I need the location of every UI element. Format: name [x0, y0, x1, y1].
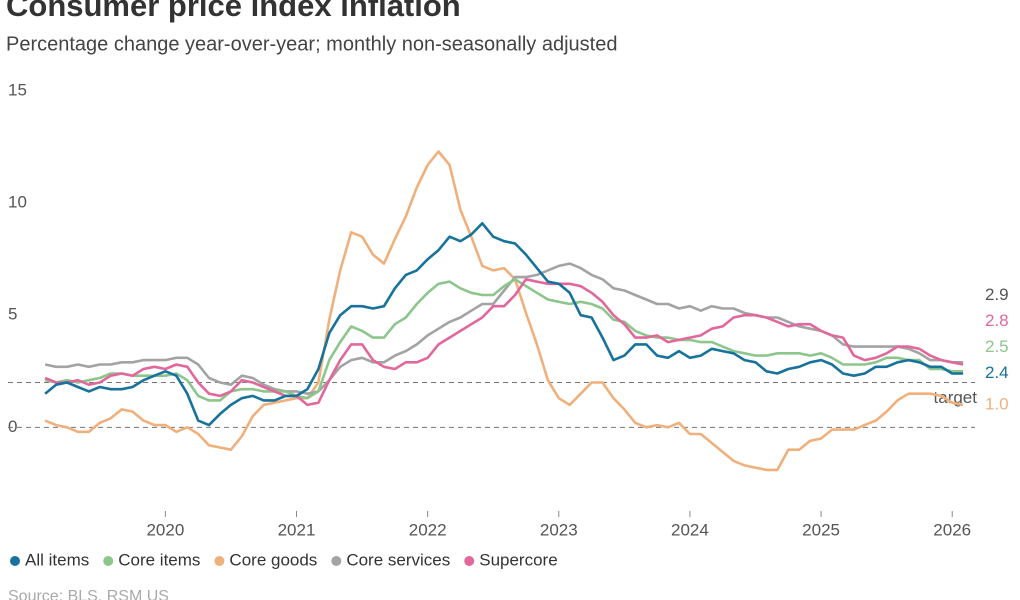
x-tick-label: 2020 [146, 520, 184, 539]
x-tick-label: 2021 [278, 520, 316, 539]
end-label: 2.4 [985, 363, 1009, 382]
legend-marker [464, 556, 475, 566]
y-tick-label: 0 [8, 417, 17, 436]
chart-subtitle: Percentage change year-over-year; monthl… [6, 33, 617, 55]
legend-marker [10, 556, 20, 566]
legend-marker [214, 556, 225, 566]
line [44, 262, 964, 395]
line [44, 278, 964, 407]
legend-marker [103, 556, 114, 566]
y-tick-label: 5 [8, 305, 17, 324]
end-label: 2.5 [985, 337, 1009, 356]
legend-marker [331, 556, 342, 566]
x-tick-label: 2024 [671, 520, 709, 539]
legend-label: Core services [346, 550, 450, 569]
source: Source: BLS, RSM US [8, 588, 169, 600]
legend-label: Core goods [229, 550, 317, 569]
line [44, 278, 964, 402]
y-tick-label: 15 [8, 80, 27, 99]
legend-label: All items [25, 550, 89, 569]
y-tick-label: 10 [8, 193, 27, 212]
x-tick-label: 2026 [933, 520, 971, 539]
end-label: 2.8 [985, 311, 1009, 330]
x-tick-label: 2022 [409, 520, 447, 539]
end-label: 2.9 [985, 285, 1009, 304]
line [44, 150, 964, 472]
x-tick-label: 2025 [802, 520, 840, 539]
legend-label: Core items [118, 550, 200, 569]
legend-label: Supercore [479, 550, 557, 569]
end-label: 1.0 [985, 394, 1009, 413]
x-tick-label: 2023 [540, 520, 578, 539]
line [44, 222, 964, 427]
chart-title: Consumer price index inflation [6, 0, 461, 23]
reference-label: target [934, 388, 978, 407]
